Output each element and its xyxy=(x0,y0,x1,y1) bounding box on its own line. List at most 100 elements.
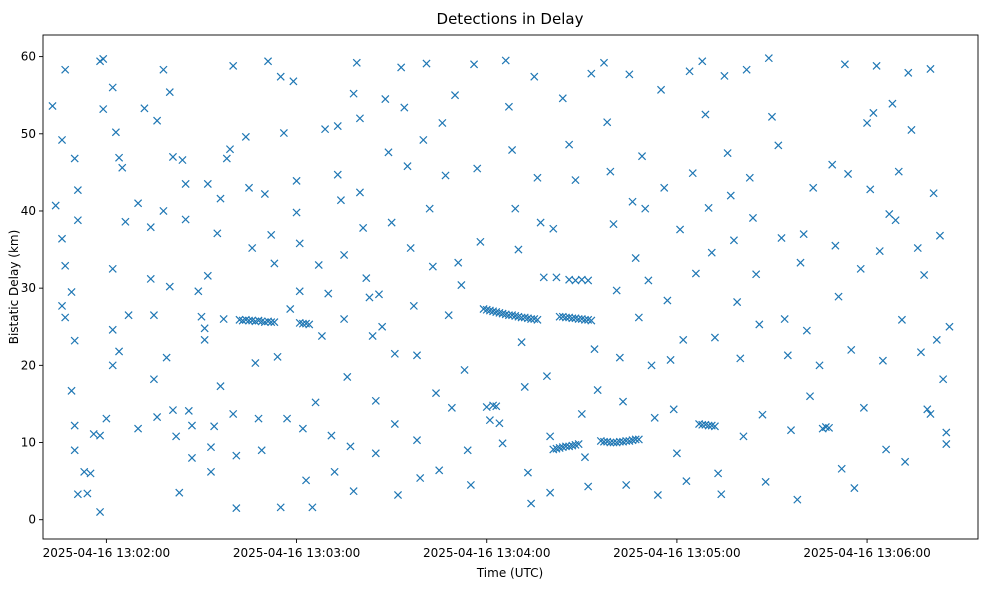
data-point xyxy=(96,507,105,517)
data-point xyxy=(942,440,951,449)
y-tick-label: 30 xyxy=(21,281,36,295)
data-point xyxy=(149,375,158,384)
data-point xyxy=(349,89,358,98)
data-point xyxy=(672,449,681,458)
data-point xyxy=(444,311,453,320)
data-points xyxy=(48,54,954,517)
data-point xyxy=(146,274,155,283)
data-point xyxy=(609,220,618,229)
data-point xyxy=(717,490,726,499)
data-point xyxy=(571,440,580,449)
data-point xyxy=(73,216,82,225)
data-point xyxy=(929,189,938,198)
data-point xyxy=(229,409,238,418)
data-point xyxy=(251,359,260,368)
data-point xyxy=(479,304,488,314)
data-point xyxy=(222,154,231,163)
data-point xyxy=(669,405,678,414)
data-point xyxy=(305,320,314,329)
data-point xyxy=(850,484,859,493)
data-point xyxy=(508,145,517,155)
data-point xyxy=(663,296,672,305)
data-point xyxy=(584,482,593,491)
data-point xyxy=(406,243,415,253)
data-point xyxy=(615,353,624,362)
data-point xyxy=(466,480,475,489)
data-point xyxy=(939,375,948,384)
data-point xyxy=(783,351,792,360)
data-point xyxy=(219,315,228,324)
data-point xyxy=(739,432,748,441)
data-point xyxy=(714,469,723,478)
data-point xyxy=(289,77,298,86)
data-point xyxy=(511,204,520,213)
data-point xyxy=(181,215,190,224)
data-point xyxy=(451,91,460,100)
data-point xyxy=(891,216,900,225)
data-point xyxy=(149,311,158,320)
data-point xyxy=(932,335,941,344)
data-point xyxy=(913,243,922,253)
data-point xyxy=(653,490,662,500)
data-point xyxy=(343,372,352,381)
x-tick-label: 2025-04-16 13:05:00 xyxy=(613,546,740,560)
data-point xyxy=(729,236,738,245)
data-point xyxy=(549,224,558,233)
data-point xyxy=(707,248,716,257)
data-point xyxy=(292,208,301,217)
data-point xyxy=(229,61,238,70)
data-point xyxy=(885,210,894,219)
data-point xyxy=(165,282,174,291)
data-point xyxy=(945,322,954,331)
data-point xyxy=(473,164,482,173)
chart-title: Detections in Delay xyxy=(437,10,584,28)
data-point xyxy=(916,348,925,357)
data-point xyxy=(333,170,342,179)
data-point xyxy=(108,83,117,92)
data-point xyxy=(61,313,70,322)
data-point xyxy=(352,58,361,67)
data-point xyxy=(73,490,82,499)
data-point xyxy=(279,128,288,138)
data-point xyxy=(83,489,92,498)
data-point xyxy=(920,271,929,280)
data-point xyxy=(546,488,555,497)
data-point xyxy=(704,203,713,212)
data-point xyxy=(796,258,805,267)
data-point xyxy=(837,464,846,473)
data-point xyxy=(688,169,697,178)
data-point xyxy=(514,245,523,254)
data-point xyxy=(203,179,212,188)
data-point xyxy=(894,167,903,176)
data-point xyxy=(523,468,532,477)
y-tick-label: 10 xyxy=(21,436,36,450)
data-point xyxy=(346,442,355,451)
data-point xyxy=(647,361,656,370)
data-point xyxy=(61,65,70,74)
data-point xyxy=(777,233,786,243)
data-point xyxy=(926,409,935,418)
data-point xyxy=(276,503,285,512)
data-point xyxy=(251,317,260,326)
data-point xyxy=(755,320,764,329)
data-point xyxy=(295,287,304,296)
data-point xyxy=(381,95,390,104)
data-point xyxy=(264,57,273,66)
data-point xyxy=(748,213,757,222)
data-point xyxy=(314,260,323,270)
data-point xyxy=(311,398,320,407)
data-point xyxy=(384,148,393,157)
data-point xyxy=(872,61,881,70)
data-point xyxy=(742,65,751,74)
data-point xyxy=(393,490,403,500)
x-tick-label: 2025-04-16 13:04:00 xyxy=(423,546,550,560)
data-point xyxy=(682,477,691,486)
data-point xyxy=(492,402,501,411)
data-point xyxy=(530,72,539,81)
data-point xyxy=(752,270,761,279)
data-point xyxy=(527,499,536,508)
data-point xyxy=(805,392,815,401)
data-point xyxy=(416,474,425,483)
data-point xyxy=(476,237,485,246)
